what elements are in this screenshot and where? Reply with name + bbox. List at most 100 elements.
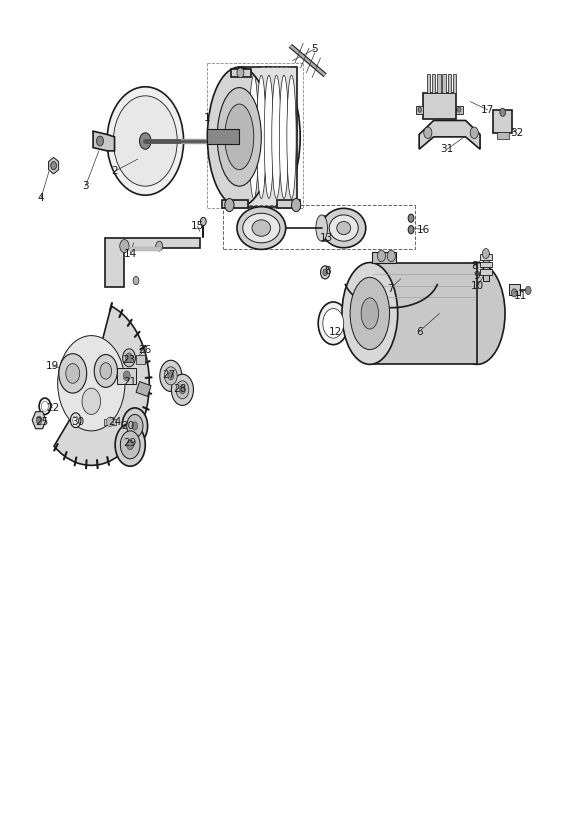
Text: 17: 17	[481, 105, 494, 115]
Ellipse shape	[249, 75, 258, 199]
Circle shape	[58, 335, 125, 431]
Ellipse shape	[225, 104, 254, 170]
Circle shape	[120, 431, 140, 459]
Text: 3: 3	[82, 181, 89, 191]
Bar	[117, 368, 136, 384]
Text: 14: 14	[124, 249, 137, 259]
Circle shape	[225, 199, 234, 212]
Text: 6: 6	[416, 326, 423, 336]
Ellipse shape	[208, 67, 271, 207]
Text: 27: 27	[162, 370, 175, 380]
Bar	[129, 247, 161, 251]
Text: 4: 4	[37, 194, 44, 204]
Circle shape	[82, 388, 101, 414]
Bar	[483, 253, 489, 281]
Circle shape	[132, 422, 138, 430]
Text: 2: 2	[111, 166, 118, 176]
Text: 11: 11	[514, 291, 527, 302]
Circle shape	[127, 414, 143, 438]
Circle shape	[387, 250, 395, 262]
Circle shape	[123, 371, 130, 381]
Circle shape	[127, 440, 134, 450]
Ellipse shape	[361, 297, 378, 329]
Ellipse shape	[237, 207, 286, 250]
Ellipse shape	[322, 208, 366, 248]
Bar	[427, 74, 430, 92]
Text: 13: 13	[319, 233, 333, 243]
Circle shape	[323, 308, 344, 338]
Ellipse shape	[342, 263, 398, 364]
Text: 25: 25	[36, 417, 48, 427]
Circle shape	[500, 108, 505, 116]
Text: 8: 8	[471, 261, 477, 271]
Text: 5: 5	[311, 44, 318, 54]
Ellipse shape	[252, 220, 271, 236]
Circle shape	[470, 127, 478, 138]
Bar	[453, 74, 456, 92]
Circle shape	[125, 353, 132, 363]
Polygon shape	[93, 131, 114, 151]
Circle shape	[418, 107, 422, 112]
Text: 15: 15	[191, 222, 204, 232]
Circle shape	[318, 302, 349, 344]
Text: 29: 29	[124, 438, 137, 448]
Circle shape	[113, 96, 177, 186]
Circle shape	[71, 413, 81, 428]
Circle shape	[97, 136, 104, 146]
Ellipse shape	[449, 263, 505, 364]
Circle shape	[176, 381, 189, 399]
Text: 8: 8	[324, 266, 331, 276]
Circle shape	[377, 250, 385, 262]
Text: 20: 20	[121, 421, 135, 431]
Text: 7: 7	[387, 283, 394, 294]
Polygon shape	[105, 238, 200, 288]
Bar	[208, 129, 239, 144]
Circle shape	[180, 386, 185, 394]
Bar	[509, 284, 519, 295]
Circle shape	[458, 107, 461, 112]
Ellipse shape	[287, 75, 296, 199]
Text: 16: 16	[417, 225, 430, 235]
Polygon shape	[239, 67, 297, 207]
Circle shape	[171, 374, 194, 405]
Bar	[322, 215, 344, 241]
Bar	[480, 269, 491, 275]
Ellipse shape	[236, 67, 300, 207]
Circle shape	[51, 162, 57, 170]
Text: 26: 26	[139, 345, 152, 355]
Ellipse shape	[257, 75, 266, 199]
Text: 24: 24	[108, 417, 121, 427]
Circle shape	[133, 277, 139, 285]
Circle shape	[115, 424, 145, 466]
Polygon shape	[371, 252, 396, 263]
Polygon shape	[231, 68, 251, 77]
Text: 10: 10	[470, 281, 484, 292]
Circle shape	[139, 133, 151, 149]
Circle shape	[164, 367, 177, 385]
Bar	[416, 105, 423, 114]
Text: 28: 28	[174, 384, 187, 394]
Circle shape	[94, 354, 117, 387]
Text: 22: 22	[46, 403, 59, 413]
Ellipse shape	[264, 75, 273, 199]
Circle shape	[201, 218, 206, 226]
Polygon shape	[32, 412, 46, 428]
Bar	[497, 132, 508, 138]
Circle shape	[36, 416, 42, 424]
Ellipse shape	[329, 215, 358, 241]
Bar	[448, 74, 451, 92]
Circle shape	[100, 363, 111, 379]
Bar	[480, 262, 491, 268]
Circle shape	[321, 266, 330, 279]
Polygon shape	[222, 200, 248, 208]
Text: 21: 21	[124, 377, 137, 387]
Circle shape	[73, 416, 79, 424]
Circle shape	[408, 226, 414, 234]
Bar	[456, 105, 463, 114]
Polygon shape	[370, 263, 477, 364]
Text: 30: 30	[71, 417, 85, 427]
Ellipse shape	[272, 75, 281, 199]
Circle shape	[59, 353, 87, 393]
Ellipse shape	[217, 87, 261, 186]
Circle shape	[292, 199, 301, 212]
